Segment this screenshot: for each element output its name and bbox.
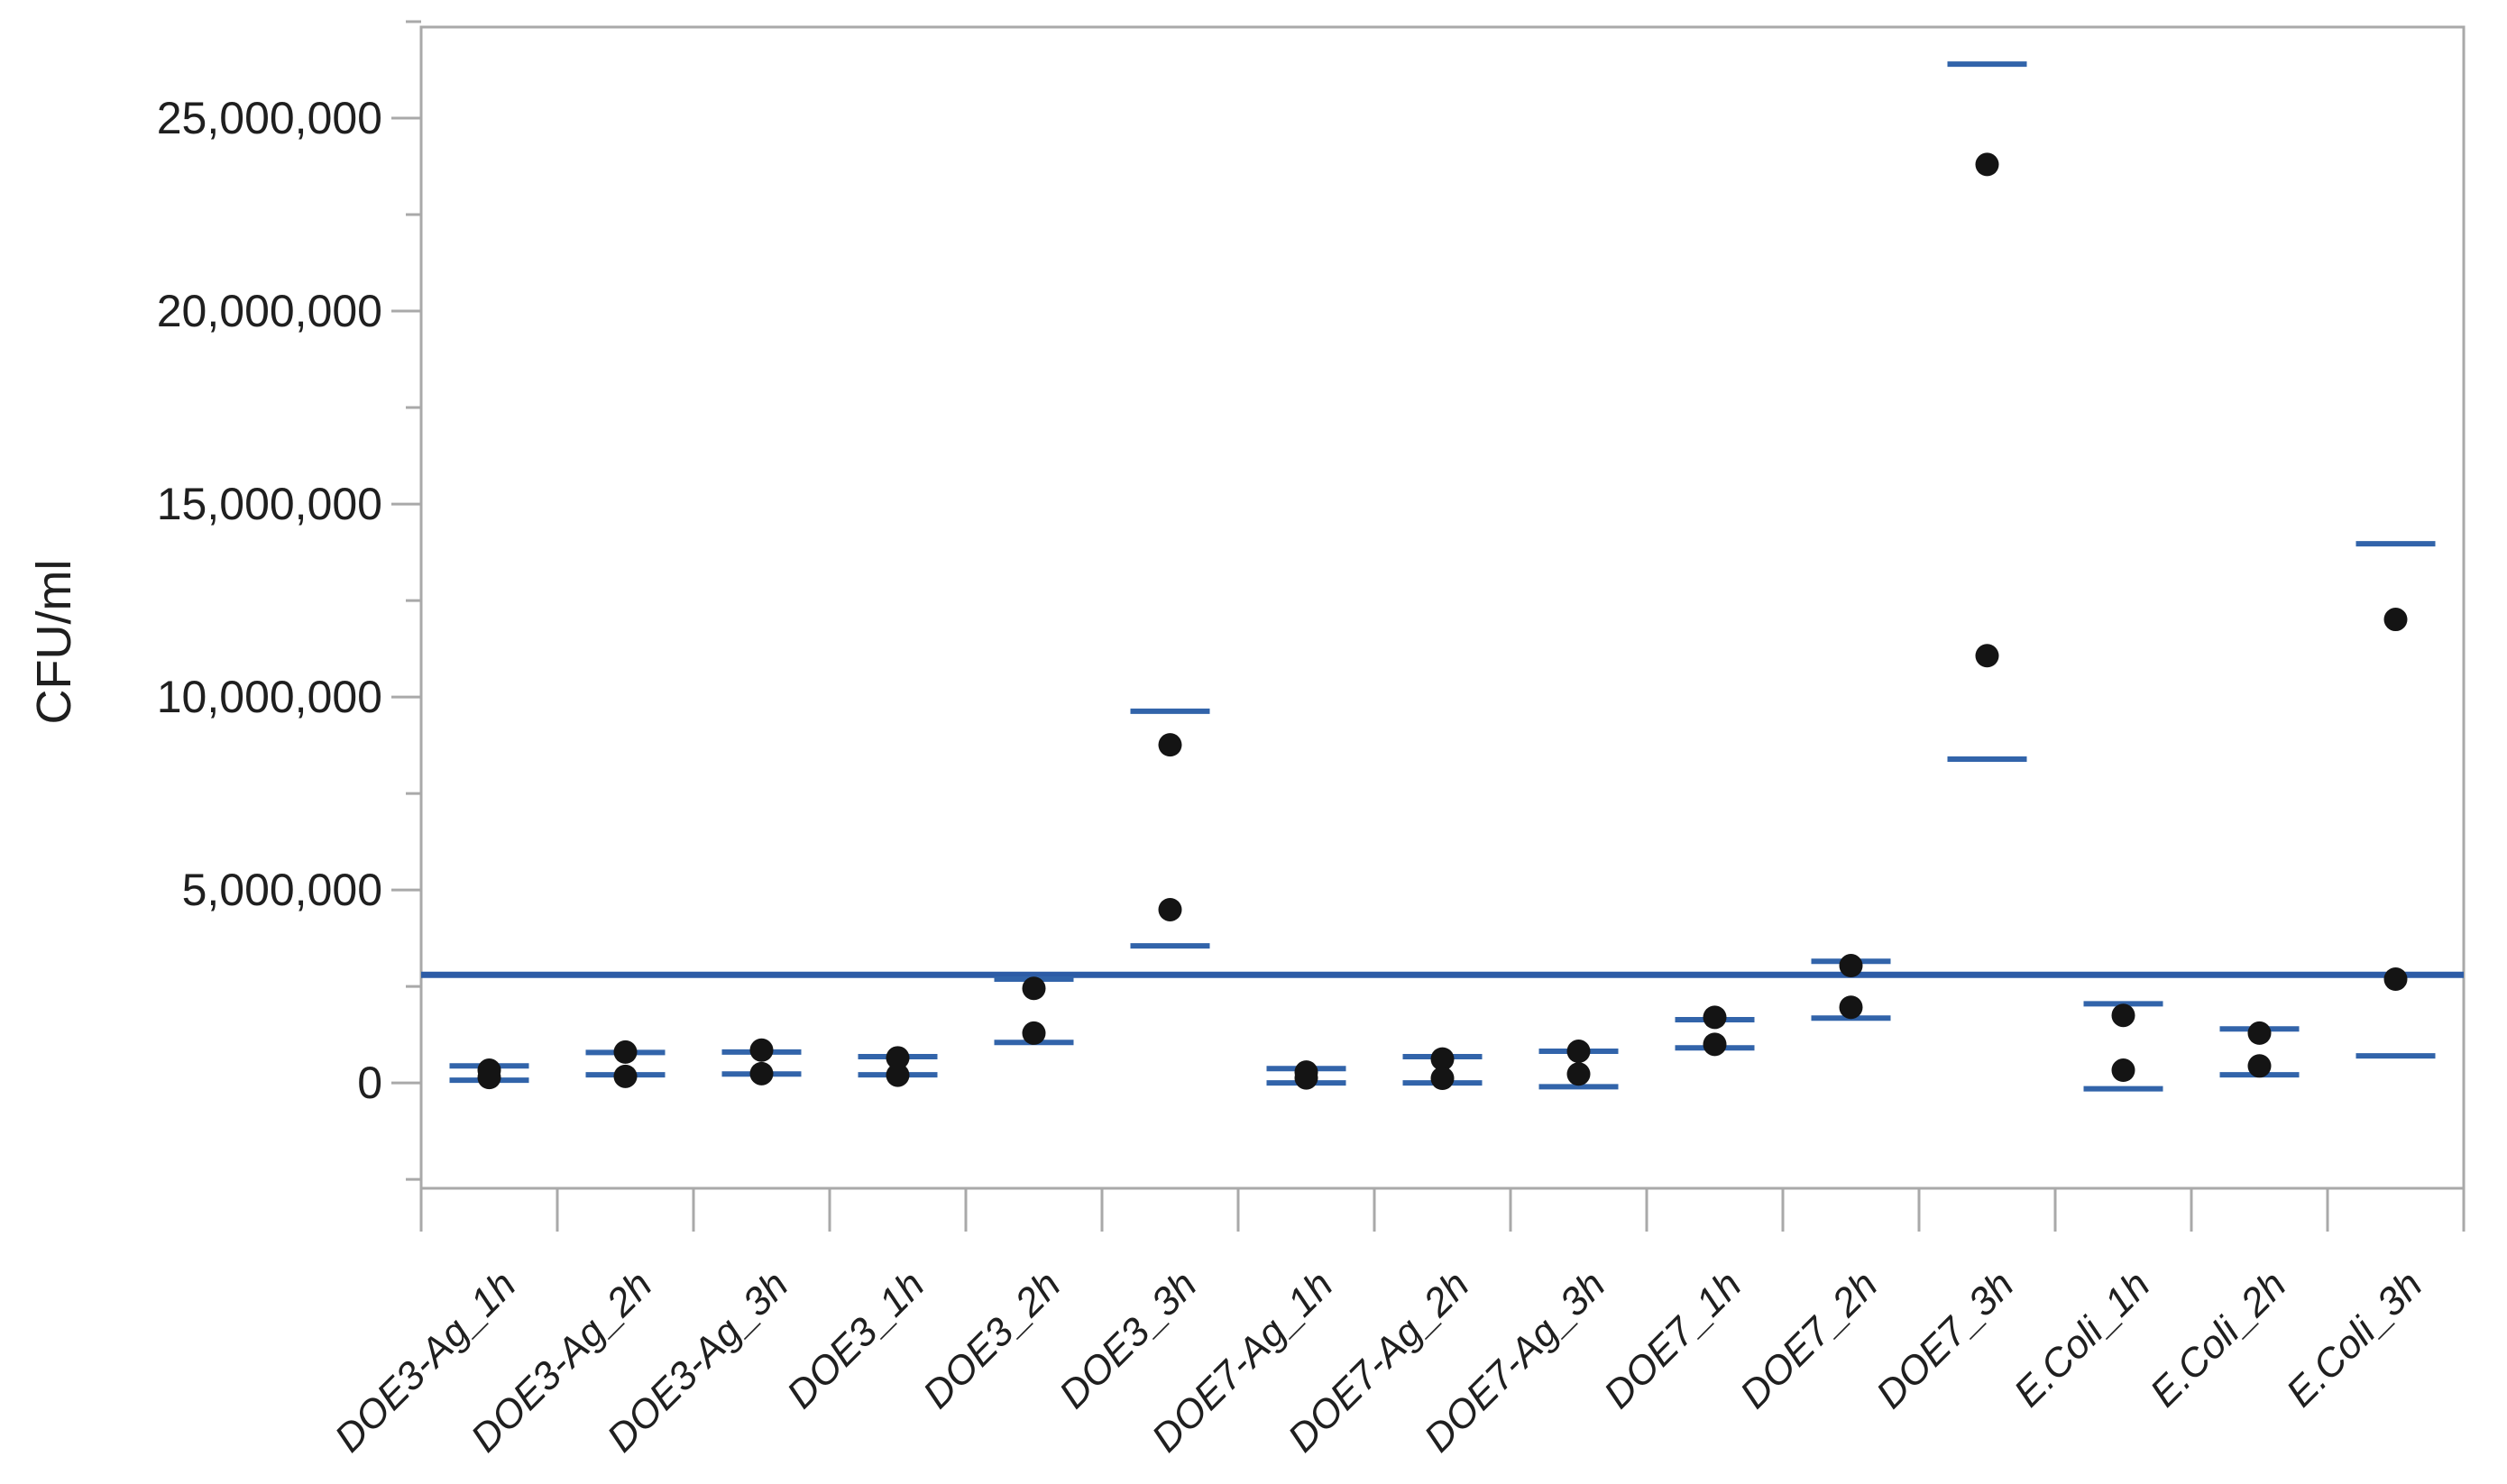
data-point <box>1566 1040 1591 1064</box>
plot-frame <box>419 25 2466 1190</box>
data-series <box>449 61 2436 1092</box>
x-category-label: DOE3_1h <box>778 1262 932 1416</box>
data-point <box>886 1046 910 1070</box>
data-point <box>613 1064 638 1088</box>
x-category-label: DOE3_2h <box>914 1262 1069 1416</box>
data-point <box>1975 152 1999 177</box>
x-category-label: E.Coli_1h <box>2006 1262 2159 1415</box>
x-category-label: DOE7_3h <box>1868 1262 2022 1416</box>
x-category-label: DOE7_1h <box>1595 1262 1749 1416</box>
data-point <box>749 1061 774 1086</box>
x-axis-labels: DOE3-Ag_1hDOE3-Ag_2hDOE3-Ag_3hDOE3_1hDOE… <box>326 1262 2431 1461</box>
y-tick-label: 5,000,000 <box>182 865 382 915</box>
x-category-label: E.Coli_2h <box>2142 1262 2295 1415</box>
data-point <box>1294 1066 1318 1090</box>
data-point <box>1975 644 1999 668</box>
data-point <box>2111 1058 2135 1083</box>
data-point <box>1566 1062 1591 1086</box>
y-tick-label: 20,000,000 <box>157 286 382 336</box>
data-point <box>1703 1005 1727 1030</box>
y-tick-label: 0 <box>357 1058 382 1108</box>
data-point <box>2111 1003 2135 1028</box>
data-point <box>1703 1032 1727 1057</box>
data-point <box>2383 608 2408 632</box>
y-tick-label: 15,000,000 <box>157 479 382 529</box>
x-category-label: E.Coli_3h <box>2278 1262 2431 1415</box>
data-point <box>886 1063 910 1087</box>
data-point <box>1158 733 1182 757</box>
data-point <box>613 1040 638 1064</box>
y-axis-title: CFU/ml <box>27 560 81 725</box>
data-point <box>1839 995 1863 1020</box>
data-point <box>1158 897 1182 921</box>
y-tick-label: 10,000,000 <box>157 672 382 722</box>
data-point <box>1430 1047 1455 1071</box>
x-category-label: DOE7_2h <box>1731 1262 1886 1416</box>
data-point <box>749 1038 774 1062</box>
data-point <box>2247 1054 2272 1078</box>
data-point <box>2383 966 2408 991</box>
data-point <box>1839 954 1863 978</box>
data-point <box>477 1066 501 1090</box>
y-axis-ticks: 0 5,000,000 10,000,000 15,000,000 20,000,000… <box>157 20 421 1181</box>
data-point <box>1022 976 1046 1001</box>
x-axis-ticks <box>419 1188 2466 1232</box>
y-tick-label: 25,000,000 <box>157 93 382 143</box>
data-point <box>2247 1021 2272 1045</box>
data-point <box>1430 1067 1455 1091</box>
data-point <box>1022 1021 1046 1045</box>
